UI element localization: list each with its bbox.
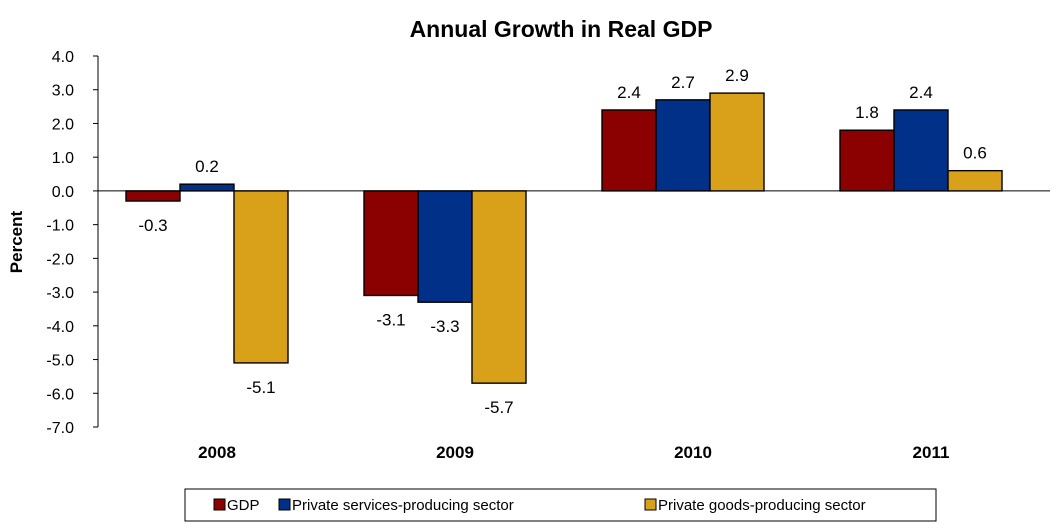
y-tick-label: -6.0 [46, 386, 74, 403]
legend-label: GDP [227, 497, 260, 514]
legend-label: Private services-producing sector [292, 497, 514, 514]
chart-title: Annual Growth in Real GDP [410, 16, 713, 42]
legend-swatch [278, 498, 291, 511]
legend-box [184, 488, 937, 522]
bar-2009-series-2 [471, 190, 527, 384]
bar-2009-series-0 [363, 190, 419, 297]
legend: GDP Private services-producing sector Priv… [184, 488, 937, 522]
y-tick-label: -5.0 [46, 353, 74, 370]
data-label: -3.3 [430, 317, 459, 336]
bar-2010-series-1 [655, 99, 711, 192]
bar-2008-series-1 [179, 183, 235, 192]
data-label: 2.4 [909, 83, 933, 102]
bar-2009-series-1 [417, 190, 473, 303]
legend-swatch [213, 498, 226, 511]
y-tick-label: 2.0 [52, 116, 74, 133]
y-axis-label: Percent [7, 210, 26, 273]
y-tick-label: -4.0 [46, 319, 74, 336]
data-label: -5.1 [246, 378, 275, 397]
data-label: 1.8 [855, 103, 879, 122]
legend-swatch [644, 498, 657, 511]
y-tick-label: -3.0 [46, 285, 74, 302]
bar-2011-series-0 [839, 129, 895, 192]
data-label: 0.6 [963, 144, 987, 163]
bar-2008-series-0 [125, 190, 181, 202]
y-tick-label: 1.0 [52, 150, 74, 167]
y-tick-label: 0.0 [52, 184, 74, 201]
data-label: 2.7 [671, 73, 695, 92]
bar-2008-series-2 [233, 190, 289, 364]
data-label: -3.1 [376, 310, 405, 329]
x-category-label: 2008 [198, 443, 236, 462]
bar-2010-series-2 [709, 92, 765, 192]
data-label: 2.4 [617, 83, 641, 102]
data-label: 0.2 [195, 157, 219, 176]
bar-2011-series-1 [893, 109, 949, 192]
data-label: -5.7 [484, 398, 513, 417]
y-tick-label: 4.0 [52, 49, 74, 66]
y-tick-label: -2.0 [46, 251, 74, 268]
legend-label: Private goods-producing sector [658, 497, 866, 514]
x-category-label: 2009 [436, 443, 474, 462]
data-label: -0.3 [138, 216, 167, 235]
bar-2011-series-2 [947, 169, 1003, 192]
y-tick-label: 3.0 [52, 83, 74, 100]
bar-2010-series-0 [601, 109, 657, 192]
x-category-label: 2011 [913, 443, 950, 462]
data-label: 2.9 [725, 66, 749, 85]
plot-area: 4.0 3.0 2.0 1.0 0.0 -1.0 -2.0 -3.0 -4.0 -5.0 -6.0 -… [46, 49, 1050, 462]
y-tick-label: -7.0 [46, 420, 74, 437]
x-category-label: 2010 [674, 443, 712, 462]
y-tick-label: -1.0 [46, 218, 74, 235]
